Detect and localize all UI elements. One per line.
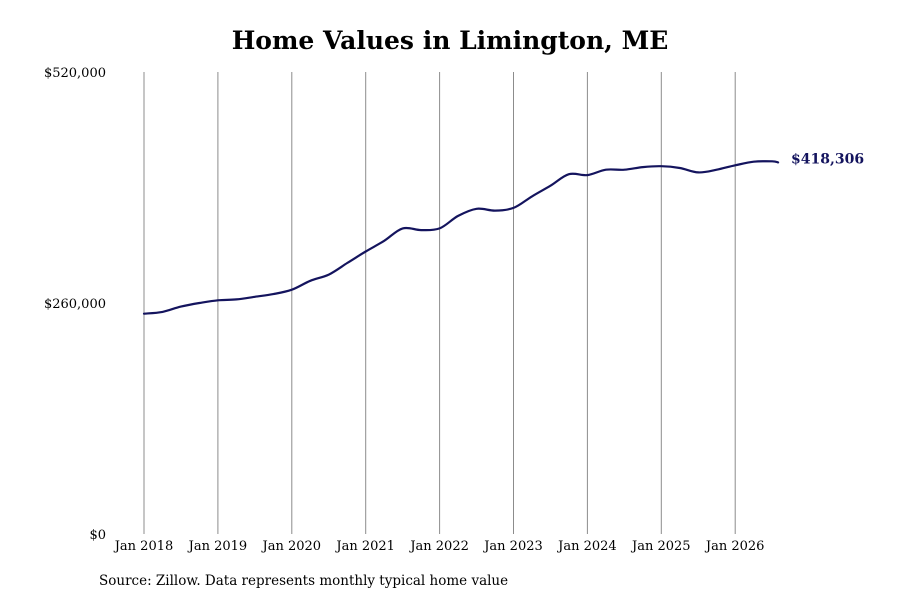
x-tick-label: Jan 2022 xyxy=(408,539,469,554)
y-tick-label: $260,000 xyxy=(44,297,106,312)
x-tick-label: Jan 2019 xyxy=(187,539,248,554)
x-tick-label: Jan 2024 xyxy=(556,539,617,554)
x-tick-label: Jan 2018 xyxy=(113,539,174,554)
x-axis-ticks: Jan 2018 Jan 2019 Jan 2020 Jan 2021 Jan 2022… xyxy=(113,539,765,554)
grid-lines xyxy=(143,72,736,534)
source-note: Source: Zillow. Data represents monthly … xyxy=(99,573,509,589)
y-tick-label: $0 xyxy=(89,528,106,543)
x-tick-label: Jan 2025 xyxy=(630,539,691,554)
x-tick-label: Jan 2026 xyxy=(704,539,765,554)
x-tick-label: Jan 2020 xyxy=(261,539,322,554)
last-value-label: $418,306 xyxy=(791,151,864,167)
x-tick-label: Jan 2023 xyxy=(482,539,543,554)
y-axis-ticks: $0 $260,000 $520,000 xyxy=(44,66,106,543)
x-tick-label: Jan 2021 xyxy=(334,539,395,554)
series-line xyxy=(142,160,780,315)
y-tick-label: $520,000 xyxy=(44,66,106,81)
chart-title: Home Values in Limington, ME xyxy=(231,26,669,55)
